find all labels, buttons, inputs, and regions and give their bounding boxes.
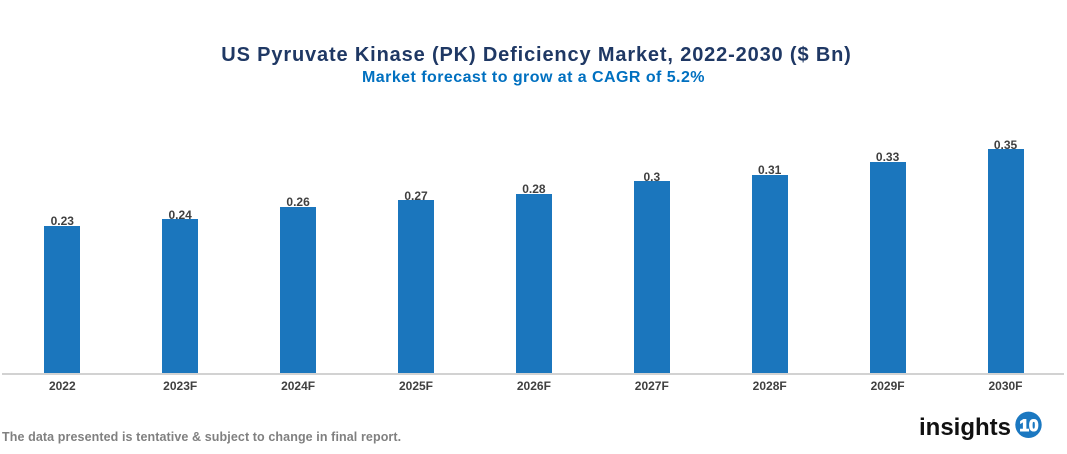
svg-text:insights: insights [919, 414, 1011, 441]
svg-text:10: 10 [1020, 416, 1039, 435]
